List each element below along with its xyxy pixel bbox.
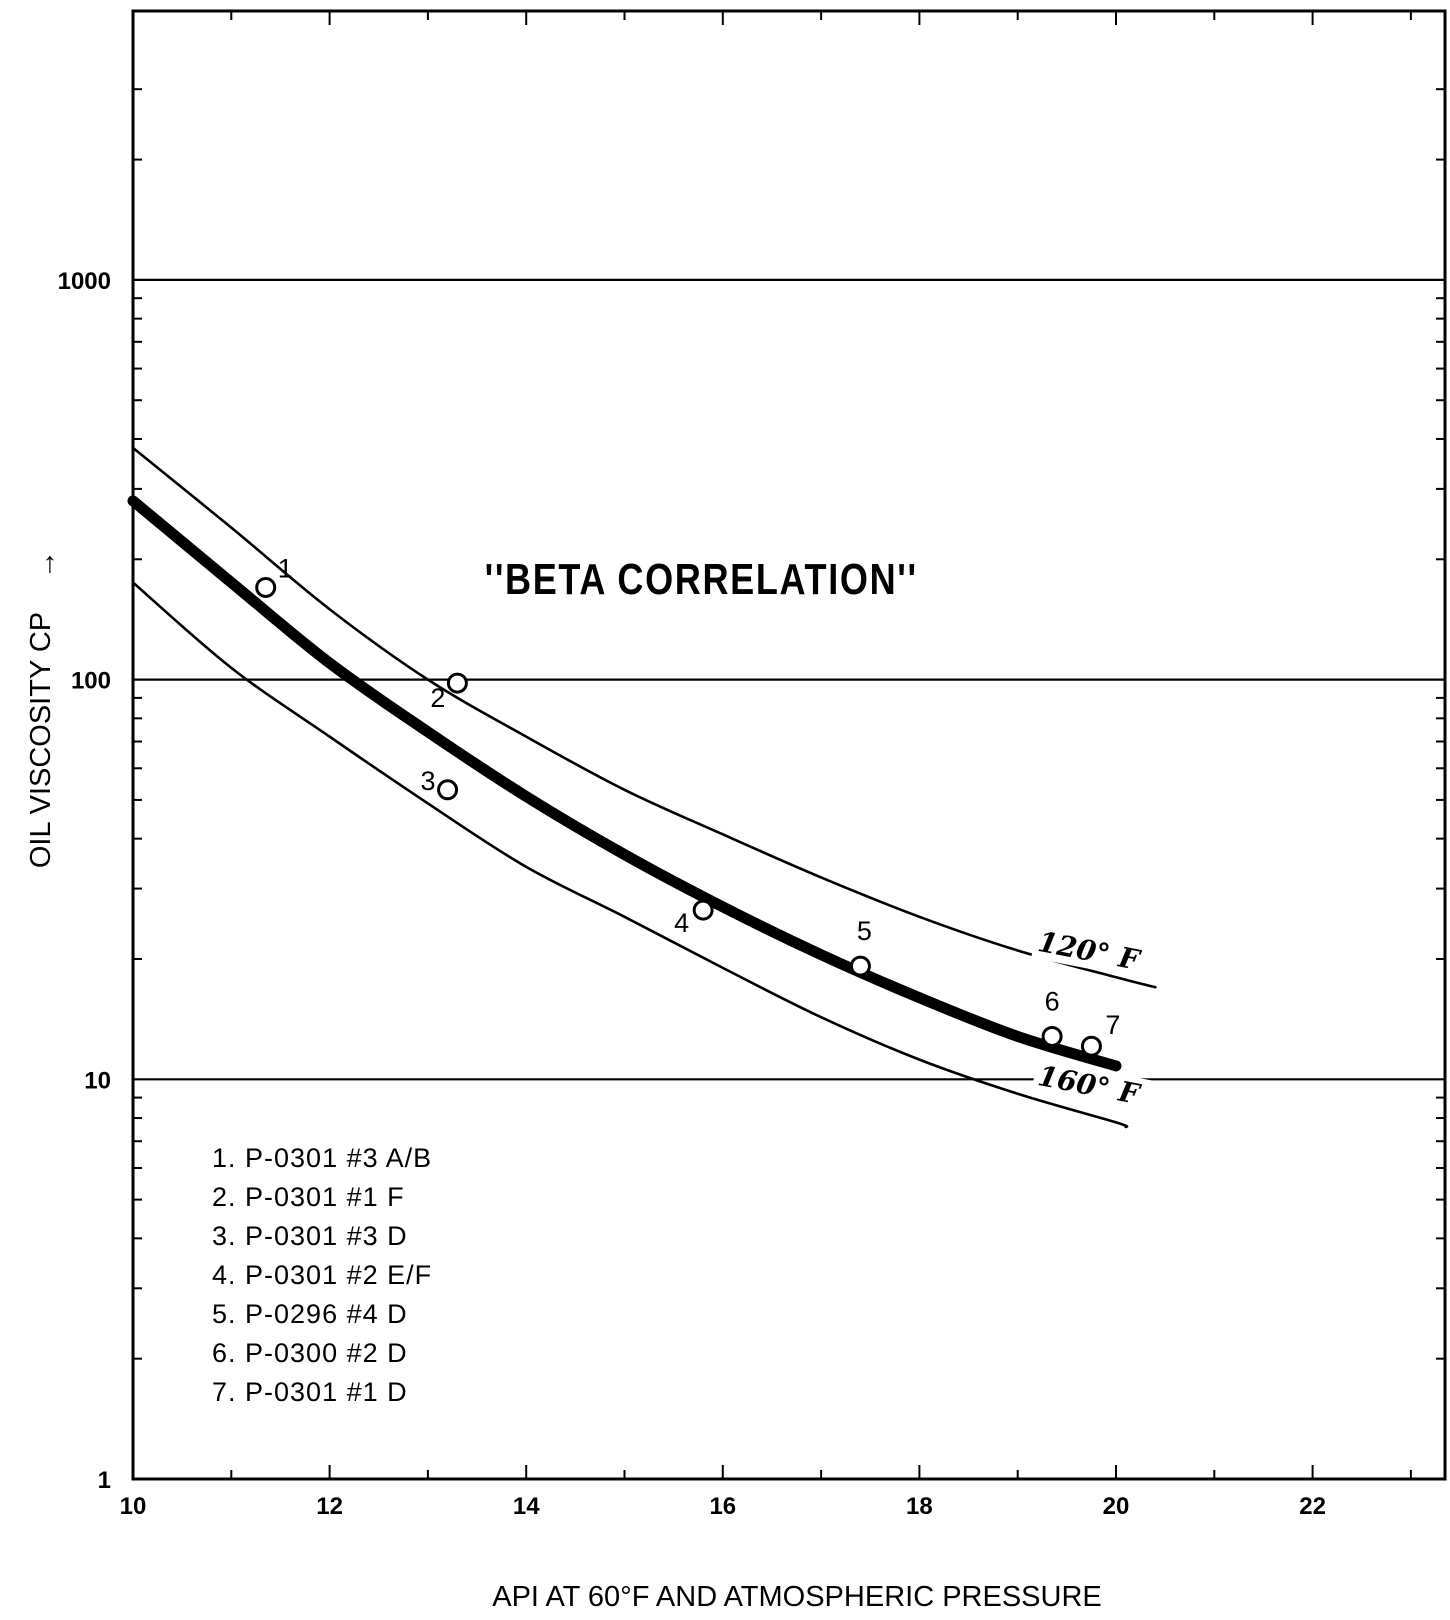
series-layer: [127, 446, 1157, 1129]
legend: 1. P-0301 #3 A/B 2. P-0301 #1 F 3. P-0301 …: [212, 1143, 432, 1407]
data-point-7: [1080, 1035, 1102, 1057]
y-tick-labels: 1 10 100 1000: [58, 268, 111, 1494]
data-point-1: [255, 576, 277, 598]
legend-entry-7: 7. P-0301 #1 D: [212, 1377, 408, 1407]
series-line-120f: [131, 446, 1157, 989]
data-point-label-6: 6: [1045, 986, 1060, 1016]
points-layer: 1 2 3 4 5 6 7: [255, 553, 1120, 1057]
data-point-label-3: 3: [421, 766, 436, 796]
plot-frame: [131, 9, 1447, 1481]
data-point-label-7: 7: [1105, 1010, 1120, 1040]
series-line-160f: [131, 581, 1129, 1129]
data-point-4: [692, 899, 714, 921]
x-axis-title: API AT 60°F AND ATMOSPHERIC PRESSURE: [492, 1581, 1101, 1613]
curve-label-backing: [1031, 1058, 1158, 1115]
legend-entry-6: 6. P-0300 #2 D: [212, 1338, 408, 1368]
y-tick-label-100: 100: [71, 668, 111, 695]
legend-entry-5: 5. P-0296 #4 D: [212, 1299, 408, 1329]
x-tick-label-14: 14: [513, 1493, 540, 1520]
y-tick-label-10: 10: [84, 1067, 111, 1094]
x-tick-label-20: 20: [1103, 1493, 1130, 1520]
data-point-label-5: 5: [857, 916, 872, 946]
legend-entry-2: 2. P-0301 #1 F: [212, 1182, 405, 1212]
series-line-correlation: [127, 495, 1122, 1072]
y-tick-label-1: 1: [98, 1467, 111, 1494]
data-point-label-1: 1: [278, 553, 293, 583]
curve-label-backing: [1031, 924, 1158, 981]
data-point-3: [437, 779, 459, 801]
x-tick-label-16: 16: [709, 1493, 736, 1520]
y-tick-label-1000: 1000: [58, 268, 111, 295]
data-point-2: [446, 672, 468, 694]
x-tick-label-22: 22: [1299, 1493, 1326, 1520]
data-point-6: [1041, 1025, 1063, 1047]
legend-entry-4: 4. P-0301 #2 E/F: [212, 1260, 432, 1290]
x-tick-label-18: 18: [906, 1493, 933, 1520]
y-axis-title-group: OIL VISCOSITY CP ↑: [25, 547, 57, 868]
data-point-label-2: 2: [430, 683, 445, 713]
legend-entry-3: 3. P-0301 #3 D: [212, 1221, 408, 1251]
y-axis-arrow: ↑: [43, 547, 58, 579]
y-axis-title: OIL VISCOSITY CP: [25, 612, 57, 868]
x-tick-label-12: 12: [316, 1493, 343, 1520]
chart-title: ''BETA CORRELATION'': [485, 555, 918, 604]
x-tick-label-10: 10: [120, 1493, 147, 1520]
x-tick-labels: 10 12 14 16 18 20 22: [120, 1493, 1326, 1520]
data-point-5: [849, 955, 871, 977]
data-point-label-4: 4: [674, 908, 689, 938]
legend-entry-1: 1. P-0301 #3 A/B: [212, 1143, 432, 1173]
